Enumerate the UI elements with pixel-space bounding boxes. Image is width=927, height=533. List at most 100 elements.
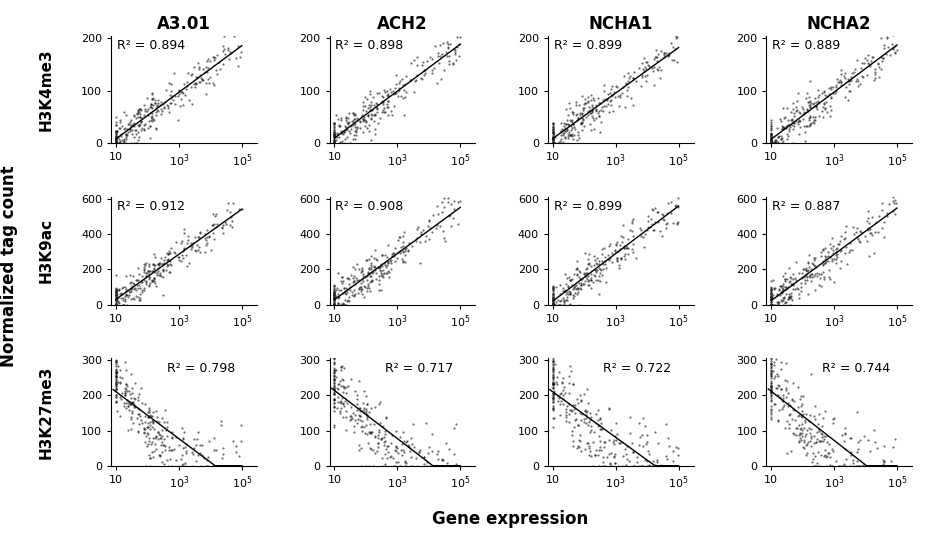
Point: [327, 294, 342, 302]
Point: [145, 95, 159, 103]
Point: [119, 385, 133, 393]
Point: [590, 254, 604, 263]
Point: [571, 435, 586, 444]
Point: [580, 260, 595, 268]
Point: [808, 113, 823, 122]
Point: [451, 198, 465, 207]
Point: [108, 349, 123, 357]
Point: [800, 266, 815, 274]
Point: [819, 453, 833, 461]
Point: [764, 125, 779, 133]
Point: [131, 428, 146, 437]
Point: [108, 300, 123, 309]
Point: [327, 300, 342, 309]
Point: [145, 423, 159, 431]
Point: [441, 57, 456, 66]
Point: [797, 444, 812, 453]
Point: [348, 264, 362, 273]
Point: [193, 449, 208, 457]
Point: [809, 102, 824, 110]
Point: [108, 358, 123, 366]
Point: [581, 255, 596, 263]
Point: [764, 300, 779, 309]
Point: [327, 300, 342, 308]
Point: [557, 287, 572, 296]
Point: [118, 296, 133, 305]
Point: [769, 291, 784, 300]
Point: [147, 95, 162, 104]
Point: [159, 266, 173, 274]
Point: [146, 434, 160, 442]
Point: [441, 39, 456, 48]
Point: [650, 66, 665, 74]
Point: [119, 110, 133, 119]
Point: [123, 139, 138, 148]
Point: [416, 58, 431, 67]
Point: [588, 265, 603, 274]
Point: [764, 300, 779, 309]
Point: [164, 433, 179, 441]
Point: [875, 53, 890, 62]
Point: [764, 369, 779, 377]
Point: [401, 247, 416, 255]
Point: [765, 293, 780, 302]
Point: [108, 300, 123, 309]
Point: [802, 263, 817, 271]
Point: [375, 98, 389, 107]
Point: [591, 111, 606, 120]
Point: [340, 274, 355, 282]
Point: [363, 106, 378, 114]
Point: [545, 123, 560, 132]
Point: [327, 288, 342, 297]
Point: [129, 125, 144, 134]
Point: [337, 128, 351, 136]
Point: [224, 49, 239, 57]
Point: [399, 462, 413, 470]
Point: [860, 207, 875, 215]
Point: [843, 77, 857, 85]
Point: [127, 118, 142, 127]
Point: [124, 284, 139, 293]
Point: [806, 256, 821, 264]
Point: [355, 264, 370, 272]
Point: [134, 419, 149, 427]
Point: [184, 241, 199, 249]
Point: [620, 91, 635, 100]
Point: [649, 46, 664, 55]
Point: [584, 425, 599, 434]
Text: R² = 0.722: R² = 0.722: [603, 361, 671, 375]
Point: [130, 109, 145, 117]
Point: [159, 100, 174, 109]
Point: [615, 462, 629, 470]
Point: [806, 112, 820, 121]
Point: [568, 415, 583, 424]
Point: [113, 132, 128, 140]
Point: [432, 58, 447, 67]
Point: [545, 285, 560, 293]
Point: [804, 269, 819, 278]
Point: [207, 80, 222, 89]
Point: [451, 220, 465, 229]
Point: [563, 276, 578, 284]
Point: [123, 399, 138, 408]
Point: [589, 268, 603, 276]
Point: [334, 366, 349, 374]
Point: [138, 272, 153, 280]
Point: [142, 266, 157, 275]
Point: [327, 394, 342, 403]
Point: [226, 32, 241, 41]
Point: [348, 134, 362, 143]
Point: [545, 353, 560, 361]
Point: [553, 127, 568, 135]
Point: [833, 77, 848, 86]
Point: [354, 266, 369, 275]
Point: [338, 407, 353, 415]
Point: [769, 124, 784, 132]
Point: [398, 93, 413, 101]
Point: [190, 435, 205, 443]
Point: [108, 381, 123, 389]
Point: [546, 389, 561, 398]
Point: [650, 456, 665, 464]
Point: [347, 292, 362, 300]
Point: [361, 111, 375, 119]
